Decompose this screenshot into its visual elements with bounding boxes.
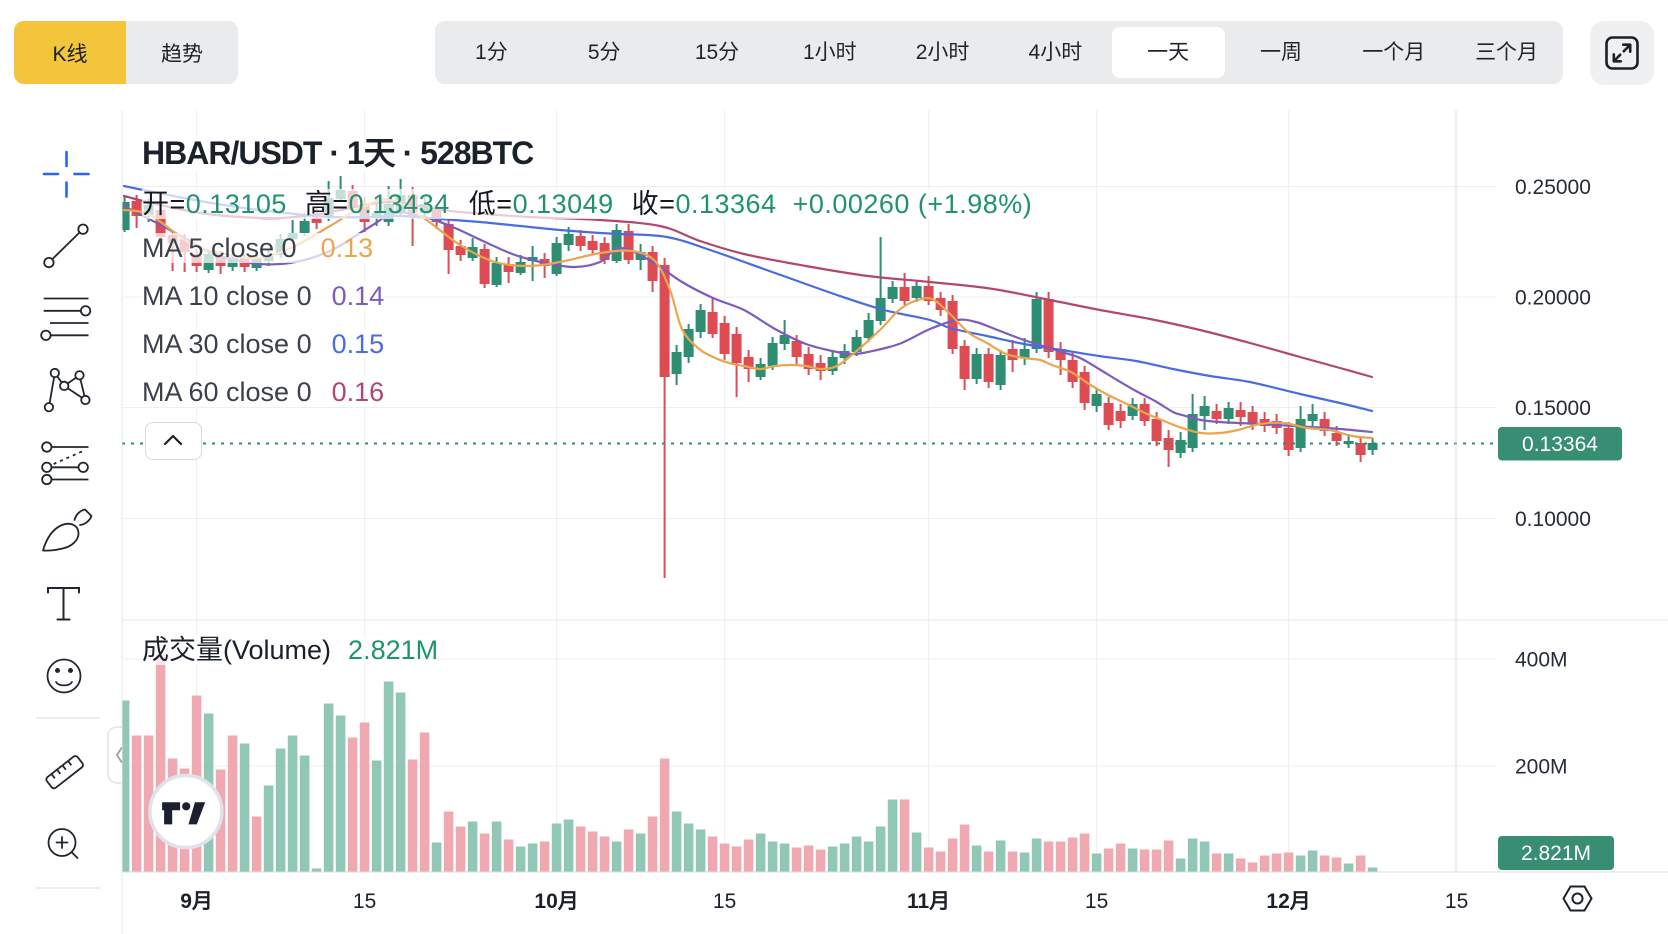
svg-text:15: 15 — [1085, 890, 1108, 913]
svg-text:0.15000: 0.15000 — [1515, 397, 1591, 420]
svg-text:0.10000: 0.10000 — [1515, 508, 1591, 531]
svg-text:0.20000: 0.20000 — [1515, 287, 1591, 310]
svg-text:200M: 200M — [1515, 756, 1568, 779]
svg-text:10月: 10月 — [534, 890, 578, 913]
svg-text:15: 15 — [353, 890, 376, 913]
svg-text:0.13364: 0.13364 — [1522, 433, 1598, 456]
svg-text:0.25000: 0.25000 — [1515, 176, 1591, 199]
svg-text:12月: 12月 — [1266, 890, 1310, 913]
svg-text:11月: 11月 — [907, 890, 950, 913]
svg-text:15: 15 — [1445, 890, 1468, 913]
svg-text:9月: 9月 — [180, 890, 213, 913]
svg-text:400M: 400M — [1515, 649, 1568, 672]
svg-text:2.821M: 2.821M — [1521, 842, 1591, 865]
svg-text:15: 15 — [713, 890, 736, 913]
